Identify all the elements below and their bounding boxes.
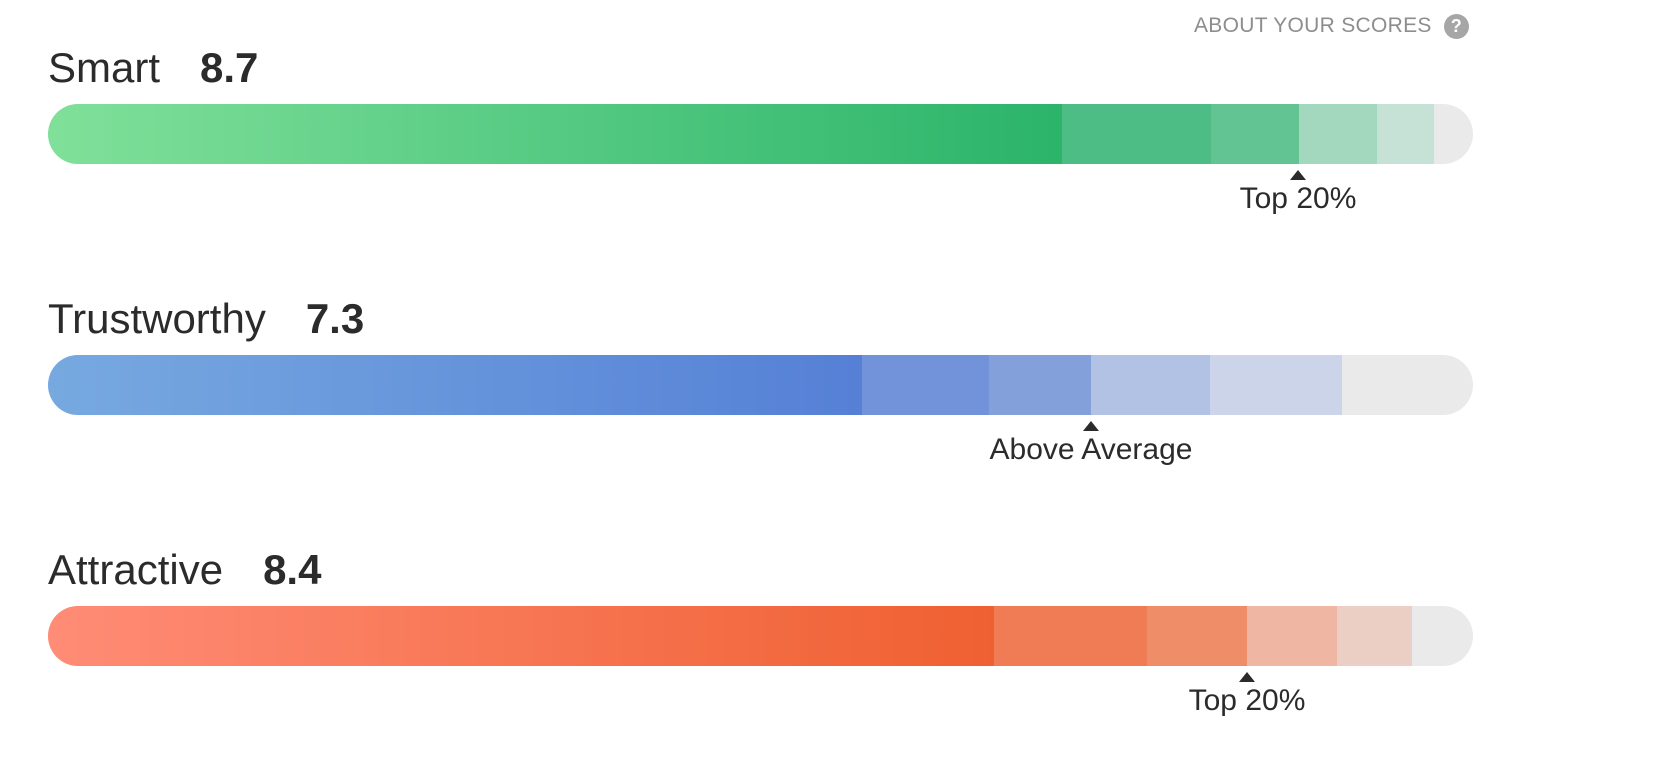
score-name: Smart xyxy=(48,44,161,91)
score-header: Trustworthy 7.3 xyxy=(48,295,1473,355)
band-segment xyxy=(1247,606,1337,666)
score-trustworthy: Trustworthy 7.3 Above Average xyxy=(48,295,1473,466)
score-attractive: Attractive 8.4 Top 20% xyxy=(48,546,1473,717)
band-segment xyxy=(862,355,989,415)
percentile-label: Above Average xyxy=(989,433,1193,466)
score-name: Attractive xyxy=(48,546,224,593)
band-segment xyxy=(1337,606,1412,666)
help-circle-icon[interactable]: ? xyxy=(1443,13,1469,39)
score-name: Trustworthy xyxy=(48,295,266,342)
percentile-label: Top 20% xyxy=(1239,182,1357,215)
about-your-scores-label: ABOUT YOUR SCORES xyxy=(1194,14,1432,37)
score-fill xyxy=(48,606,994,666)
band-segment xyxy=(1210,355,1342,415)
marker-triangle-icon xyxy=(1239,672,1255,682)
score-bar xyxy=(48,104,1473,164)
score-bar xyxy=(48,355,1473,415)
percentile-label: Top 20% xyxy=(1188,684,1306,717)
band-segment xyxy=(994,606,1147,666)
band-segment xyxy=(1211,104,1299,164)
score-fill xyxy=(48,104,1062,164)
score-smart: Smart 8.7 Top 20% xyxy=(48,44,1473,215)
band-segment xyxy=(1299,104,1377,164)
score-value: 8.7 xyxy=(200,44,259,91)
marker-triangle-icon xyxy=(1083,421,1099,431)
band-segment xyxy=(1091,355,1210,415)
score-header: Smart 8.7 xyxy=(48,44,1473,104)
score-value: 8.4 xyxy=(263,546,322,593)
score-bar xyxy=(48,606,1473,666)
band-segment xyxy=(1377,104,1434,164)
score-header: Attractive 8.4 xyxy=(48,546,1473,606)
score-value: 7.3 xyxy=(305,295,365,342)
band-segment xyxy=(1147,606,1247,666)
score-fill xyxy=(48,355,862,415)
marker-triangle-icon xyxy=(1290,170,1306,180)
band-segment xyxy=(989,355,1091,415)
band-segment xyxy=(1062,104,1211,164)
about-your-scores-link[interactable]: ABOUT YOUR SCORES ? xyxy=(1194,12,1469,40)
